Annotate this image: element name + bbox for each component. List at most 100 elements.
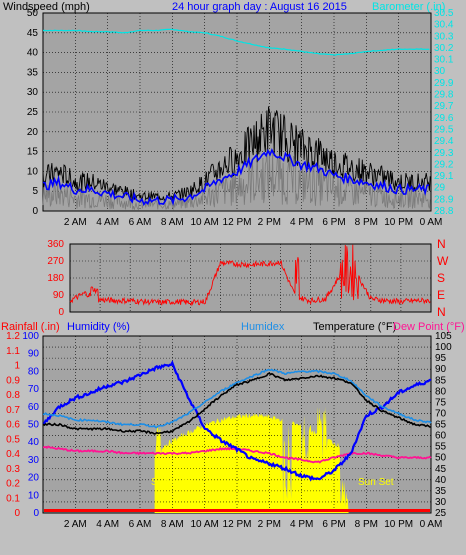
direction-y-tick: 270 [47,256,64,267]
temp-x-tick: 4 PM [290,519,313,530]
barometer-y-tick: 29.4 [434,136,454,147]
temperature-y-tick: 100 [435,342,452,353]
compass-label: N [437,237,446,251]
dew-point-label: Dew Point (°F) [393,321,465,333]
compass-label: S [437,271,445,285]
rainfall-y-tick: 0 [14,508,20,519]
barometer-title: Barometer (.in) [372,1,445,13]
wind-x-tick: 4 AM [96,217,119,228]
wind-x-tick: 12 PM [223,217,252,228]
temperature-line [42,372,431,435]
temp-x-tick: 8 PM [355,519,378,530]
temperature-y-tick: 80 [435,386,447,397]
wind-x-tick: 0 AM [420,217,443,228]
barometer-y-tick: 30.1 [434,55,454,66]
wind-gust-gray-line [42,148,431,211]
humidity-y-tick: 90 [28,349,40,360]
rainfall-y-tick: 0.2 [6,479,20,490]
barometer-y-tick: 30.4 [434,20,454,31]
barometer-y-axis: 28.828.92929.129.229.329.429.529.629.729… [434,8,454,217]
compass-label: W [437,254,449,268]
solar-radiation-area [154,406,349,513]
temperature-y-tick: 45 [435,464,447,475]
temperature-y-tick: 50 [435,453,447,464]
barometer-y-tick: 29 [434,183,446,194]
humidity-y-tick: 60 [28,402,40,413]
temp-x-tick: 4 AM [96,519,119,530]
humidity-y-tick: 30 [28,455,40,466]
humidity-y-tick: 10 [28,490,40,501]
graph-subtitle: 24 hour graph day : August 16 2015 [172,1,347,13]
direction-y-tick: 0 [58,307,64,318]
barometer-y-tick: 28.8 [434,206,454,217]
wind-y-tick: 40 [27,48,39,59]
wind-x-tick: 8 PM [355,217,378,228]
rainfall-y-tick: 0.7 [6,405,20,416]
wind-y-axis: 0 5 10 15 20 25 30 35 40 45 50 [27,8,39,217]
wind-x-tick: 4 PM [290,217,313,228]
wind-y-tick: 0 [32,206,38,217]
humidity-y-tick: 20 [28,473,40,484]
temp-x-tick: 6 AM [129,519,152,530]
wind-x-tick: 6 AM [129,217,152,228]
direction-y-tick: 360 [47,239,64,250]
wind-y-tick: 5 [32,186,38,197]
rainfall-y-tick: 0.1 [6,493,20,504]
temp-x-tick: 0 AM [420,519,443,530]
rainfall-y-tick: 0.9 [6,375,20,386]
temperature-label: Temperature (°F) [313,321,396,333]
compass-label: E [437,288,445,302]
barometer-line [42,28,430,56]
temperature-y-tick: 60 [435,431,447,442]
wind-series [42,28,431,211]
rainfall-y-tick: 0.8 [6,390,20,401]
barometer-y-tick: 29.2 [434,159,454,170]
humidity-label: Humidity (%) [67,321,130,333]
temp-x-tick: 2 PM [258,519,281,530]
humidity-y-tick: 100 [22,331,39,342]
rainfall-baseline [44,509,430,512]
barometer-y-tick: 30 [434,66,446,77]
humidity-y-axis: 0 10 20 30 40 50 60 70 80 90 100 [22,331,39,519]
humidex-line [42,368,432,429]
temperature-y-tick: 35 [435,486,447,497]
temperature-y-tick: 90 [435,364,447,375]
barometer-y-tick: 29.9 [434,78,454,89]
compass-label: N [437,305,446,319]
direction-series [69,244,431,307]
barometer-y-tick: 29.3 [434,148,454,159]
rainfall-y-tick: 1.2 [6,331,20,342]
direction-line [69,244,431,307]
rainfall-y-tick: 1 [14,361,20,372]
wind-x-tick: 2 PM [258,217,281,228]
wind-x-axis: 2 AM 4 AM 6 AM 8 AM 10 AM 12 PM 2 PM 4 PM 6 PM 8 … [64,217,442,228]
temp-x-tick: 10 PM [384,519,413,530]
wind-y-tick: 50 [27,8,39,19]
wind-x-tick: 10 AM [190,217,218,228]
rainfall-y-axis: 0 0.1 0.2 0.3 0.4 0.5 0.6 0.7 0.8 0.9 1 1.1 1.2 [6,331,20,519]
temp-x-tick: 12 PM [223,519,252,530]
temperature-y-tick: 40 [435,475,447,486]
barometer-y-tick: 29.5 [434,124,454,135]
barometer-y-tick: 30.2 [434,43,454,54]
temp-x-axis: 2 AM 4 AM 6 AM 8 AM 10 AM 12 PM 2 PM 4 PM 6 PM 8 … [64,519,442,530]
wind-x-tick: 6 PM [322,217,345,228]
temperature-y-tick: 55 [435,442,447,453]
barometer-y-tick: 29.8 [434,90,454,101]
humidity-y-tick: 0 [33,508,39,519]
sunrise-label: Sun Rise [151,477,192,488]
wind-grid [43,13,431,211]
barometer-y-tick: 30.3 [434,31,454,42]
wind-y-tick: 20 [27,127,39,138]
wind-x-tick: 8 AM [161,217,184,228]
rainfall-y-tick: 0.3 [6,464,20,475]
wind-y-tick: 30 [27,87,39,98]
temp-x-tick: 8 AM [161,519,184,530]
temp-x-tick: 2 AM [64,519,87,530]
humidity-y-tick: 80 [28,366,40,377]
direction-y-tick: 180 [47,273,64,284]
temperature-y-tick: 105 [435,331,452,342]
rainfall-y-tick: 0.4 [6,449,20,460]
direction-grid [70,244,431,312]
